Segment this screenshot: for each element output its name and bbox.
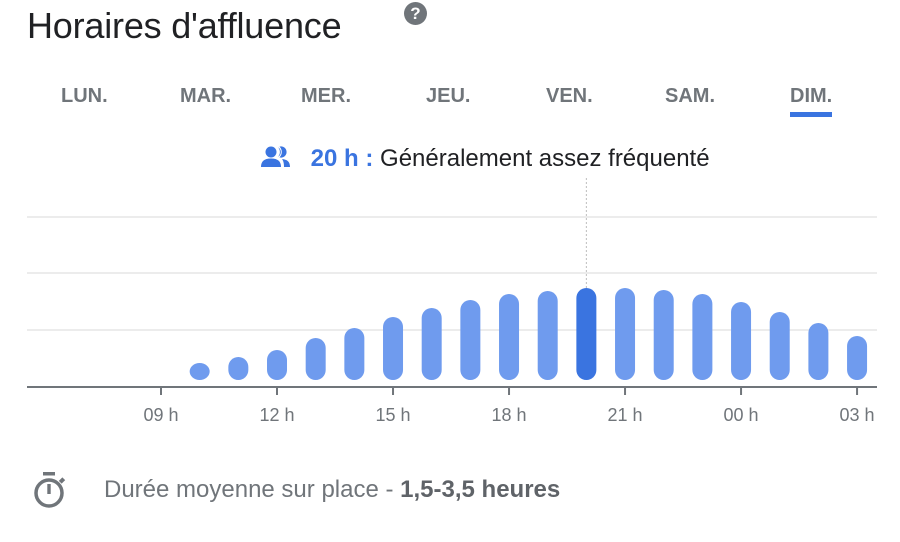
tab-dim[interactable]: DIM.	[790, 82, 833, 117]
bar-21h[interactable]	[615, 288, 636, 380]
x-tick-label: 15 h	[375, 405, 410, 425]
bar-01h[interactable]	[769, 312, 790, 380]
tab-mar[interactable]: MAR.	[180, 82, 231, 110]
bar-02h[interactable]	[808, 323, 829, 380]
bar-20h[interactable]	[576, 288, 597, 380]
tab-label: VEN.	[546, 85, 593, 107]
page-title: Horaires d'affluence	[27, 5, 342, 46]
tab-jeu[interactable]: JEU.	[426, 82, 470, 110]
tab-label: DIM.	[790, 85, 833, 107]
tab-sam[interactable]: SAM.	[665, 82, 715, 110]
bar-00h[interactable]	[731, 302, 752, 380]
x-tick-label: 03 h	[840, 405, 875, 425]
bar-17h[interactable]	[460, 300, 481, 380]
bar-15h[interactable]	[383, 317, 404, 380]
tab-ven[interactable]: VEN.	[546, 82, 593, 110]
x-tick-label: 12 h	[259, 405, 294, 425]
tab-underline	[790, 112, 833, 117]
bar-12h[interactable]	[267, 350, 288, 380]
visit-duration-label: Durée moyenne sur place - 1,5-3,5 heures	[104, 474, 560, 506]
bar-14h[interactable]	[344, 328, 365, 380]
bar-18h[interactable]	[499, 294, 520, 380]
day-tabs: LUN. MAR. MER. JEU. VEN. SAM. DIM.	[0, 82, 900, 118]
tab-label: MAR.	[180, 85, 232, 107]
bar-13h[interactable]	[305, 338, 326, 380]
x-tick-label: 18 h	[492, 405, 527, 425]
duration-value: 1,5-3,5 heures	[400, 476, 561, 503]
bar-16h[interactable]	[421, 308, 442, 380]
tab-label: LUN.	[61, 85, 108, 107]
help-circle-icon[interactable]: ?	[404, 2, 427, 25]
x-tick-label: 21 h	[608, 405, 643, 425]
tab-label: SAM.	[665, 85, 715, 107]
status-text: Généralement assez fréquenté	[380, 145, 710, 172]
bar-03h[interactable]	[847, 336, 868, 380]
tab-label: MER.	[301, 85, 351, 107]
bar-19h[interactable]	[537, 291, 558, 380]
x-tick-label: 00 h	[724, 405, 759, 425]
bar-10h[interactable]	[189, 363, 210, 380]
tab-lun[interactable]: LUN.	[61, 82, 108, 110]
tab-label: JEU.	[426, 85, 471, 107]
bar-22h[interactable]	[653, 290, 674, 380]
x-tick-label: 09 h	[143, 405, 178, 425]
people-icon	[261, 146, 290, 167]
live-status: 20 h : Généralement assez fréquenté	[260, 143, 710, 175]
bar-23h[interactable]	[692, 294, 713, 380]
bar-11h[interactable]	[228, 357, 249, 380]
status-hour: 20 h :	[310, 145, 374, 172]
duration-prefix: Durée moyenne sur place -	[104, 476, 401, 503]
tab-mer[interactable]: MER.	[301, 82, 351, 110]
timer-icon	[34, 472, 66, 508]
